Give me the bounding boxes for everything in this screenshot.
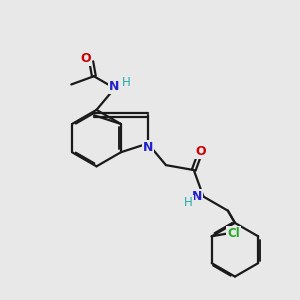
Text: O: O <box>81 52 91 65</box>
Text: H: H <box>184 196 193 209</box>
Text: N: N <box>192 190 202 203</box>
Text: N: N <box>109 80 119 93</box>
Text: Cl: Cl <box>227 227 240 240</box>
Text: H: H <box>122 76 130 89</box>
Text: O: O <box>195 145 206 158</box>
Text: N: N <box>142 141 153 154</box>
